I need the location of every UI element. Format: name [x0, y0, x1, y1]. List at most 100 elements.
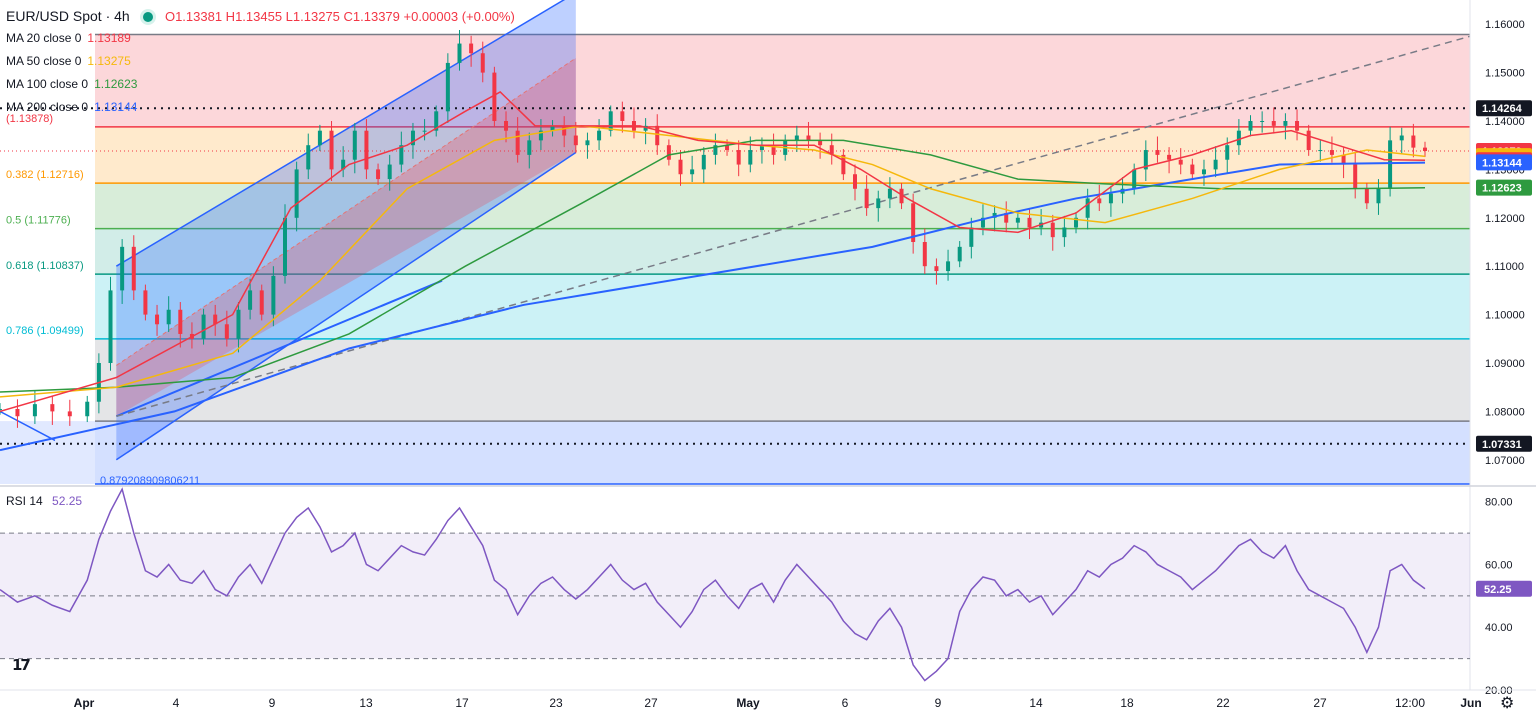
candle-body [1143, 150, 1148, 170]
time-tick-label: 18 [1120, 696, 1134, 710]
candle-body [155, 314, 160, 325]
candle-body [469, 43, 474, 54]
candle-body [15, 408, 20, 417]
channel-fill [116, 0, 576, 460]
channel-fill-inner [116, 58, 576, 417]
candle-body [1027, 217, 1032, 228]
chart-header: EUR/USD Spot · 4h O1.13381 H1.13455 L1.1… [6, 8, 515, 24]
candle-body [678, 159, 683, 175]
candle-body [1399, 135, 1404, 141]
candle-body [1178, 159, 1183, 165]
fib-label: 0.879208909806211 [100, 475, 200, 487]
candle-body [1132, 169, 1137, 189]
candle-body [713, 145, 718, 155]
price-tag [1476, 179, 1532, 196]
rsi-label: RSI 14 [6, 494, 43, 508]
candle-body [1364, 188, 1369, 204]
fib-zone [95, 34, 1470, 127]
price-tick-label: 1.07000 [1485, 455, 1525, 467]
time-tick-label: 4 [173, 696, 180, 710]
time-tick-label: Jun [1460, 696, 1481, 710]
rsi-tick-label: 80.00 [1485, 497, 1513, 509]
candle-body [864, 188, 869, 209]
price-tag-label: 1.12623 [1482, 183, 1522, 195]
time-tick-label: 14 [1029, 696, 1043, 710]
candle-body [1236, 130, 1241, 146]
channel-line-upper [115, 0, 566, 267]
candle-body [1167, 154, 1172, 160]
fib-zone [95, 228, 1470, 275]
legend-ma-3[interactable]: MA 200 close 0 1.13144 [6, 100, 137, 114]
price-tag [1476, 100, 1532, 117]
legend-label: MA 100 close 0 [6, 77, 89, 91]
price-tag [1476, 435, 1532, 452]
gear-icon[interactable]: ⚙ [1500, 695, 1515, 712]
fib-zone [95, 183, 1470, 229]
candle-body [1353, 164, 1358, 189]
candle-body [1050, 222, 1055, 238]
candle-body [771, 145, 776, 155]
candle-body [538, 130, 543, 141]
legend-label: MA 50 close 0 [6, 54, 82, 68]
rsi-legend[interactable]: RSI 14 52.25 [6, 494, 82, 508]
candle-body [829, 145, 834, 155]
time-tick-label: 6 [842, 696, 849, 710]
ma50-line [0, 125, 1426, 398]
candle-body [306, 145, 311, 170]
legend-value: 1.13189 [87, 31, 131, 45]
candle-body [422, 130, 427, 132]
candle-body [934, 266, 939, 272]
price-tick-label: 1.09000 [1485, 358, 1525, 370]
candle-body [957, 246, 962, 262]
candle-body [50, 404, 55, 412]
candle-body [1388, 140, 1393, 189]
candle-body [794, 135, 799, 141]
price-tick-label: 1.14000 [1485, 116, 1525, 128]
candle-body [1329, 150, 1334, 155]
time-tick-label: Apr [74, 696, 95, 710]
candle-body [911, 203, 916, 242]
candle-body [1201, 169, 1206, 175]
fib-label: 0.786 (1.09499) [6, 325, 84, 337]
candle-body [806, 135, 811, 141]
candle-body [1306, 130, 1311, 151]
fib-zone [95, 274, 1470, 339]
candle-body [1155, 150, 1160, 155]
candle-body [736, 150, 741, 165]
tradingview-logo-icon[interactable]: 17 [12, 656, 31, 674]
fib-zone [95, 338, 1470, 422]
legend-ma-1[interactable]: MA 50 close 0 1.13275 [6, 54, 131, 68]
legend-ma-0[interactable]: MA 20 close 0 1.13189 [6, 31, 131, 45]
candle-body [410, 130, 415, 146]
price-tag-label: 1.13144 [1482, 157, 1523, 169]
price-tick-label: 1.15000 [1485, 68, 1525, 80]
candle-body [143, 290, 148, 315]
legend-ma-2[interactable]: MA 100 close 0 1.12623 [6, 77, 137, 91]
candle-body [85, 401, 90, 417]
candle-body [1423, 147, 1427, 152]
candle-body [457, 43, 462, 63]
fib-zone [0, 421, 95, 484]
candle-body [329, 130, 334, 170]
candle-body [317, 130, 322, 146]
candle-body [620, 111, 625, 121]
candle-body [527, 140, 532, 155]
candle-body [1411, 135, 1416, 148]
candle-body [1015, 217, 1020, 223]
candle-body [1341, 154, 1346, 165]
price-tick-label: 1.16000 [1485, 19, 1525, 31]
candle-body [259, 290, 264, 315]
symbol-title[interactable]: EUR/USD Spot · 4h [6, 8, 130, 24]
price-tag-label: 1.07331 [1482, 439, 1522, 451]
candle-body [1283, 121, 1288, 126]
price-tag-label: 1.14264 [1482, 103, 1523, 115]
candle-body [573, 135, 578, 146]
candle-body [841, 154, 846, 175]
candle-body [341, 159, 346, 170]
candle-body [32, 404, 37, 417]
candle-body [946, 261, 951, 272]
candle-body [1295, 121, 1300, 131]
candle-body [283, 217, 287, 276]
fib-label: (1.13878) [6, 113, 53, 125]
